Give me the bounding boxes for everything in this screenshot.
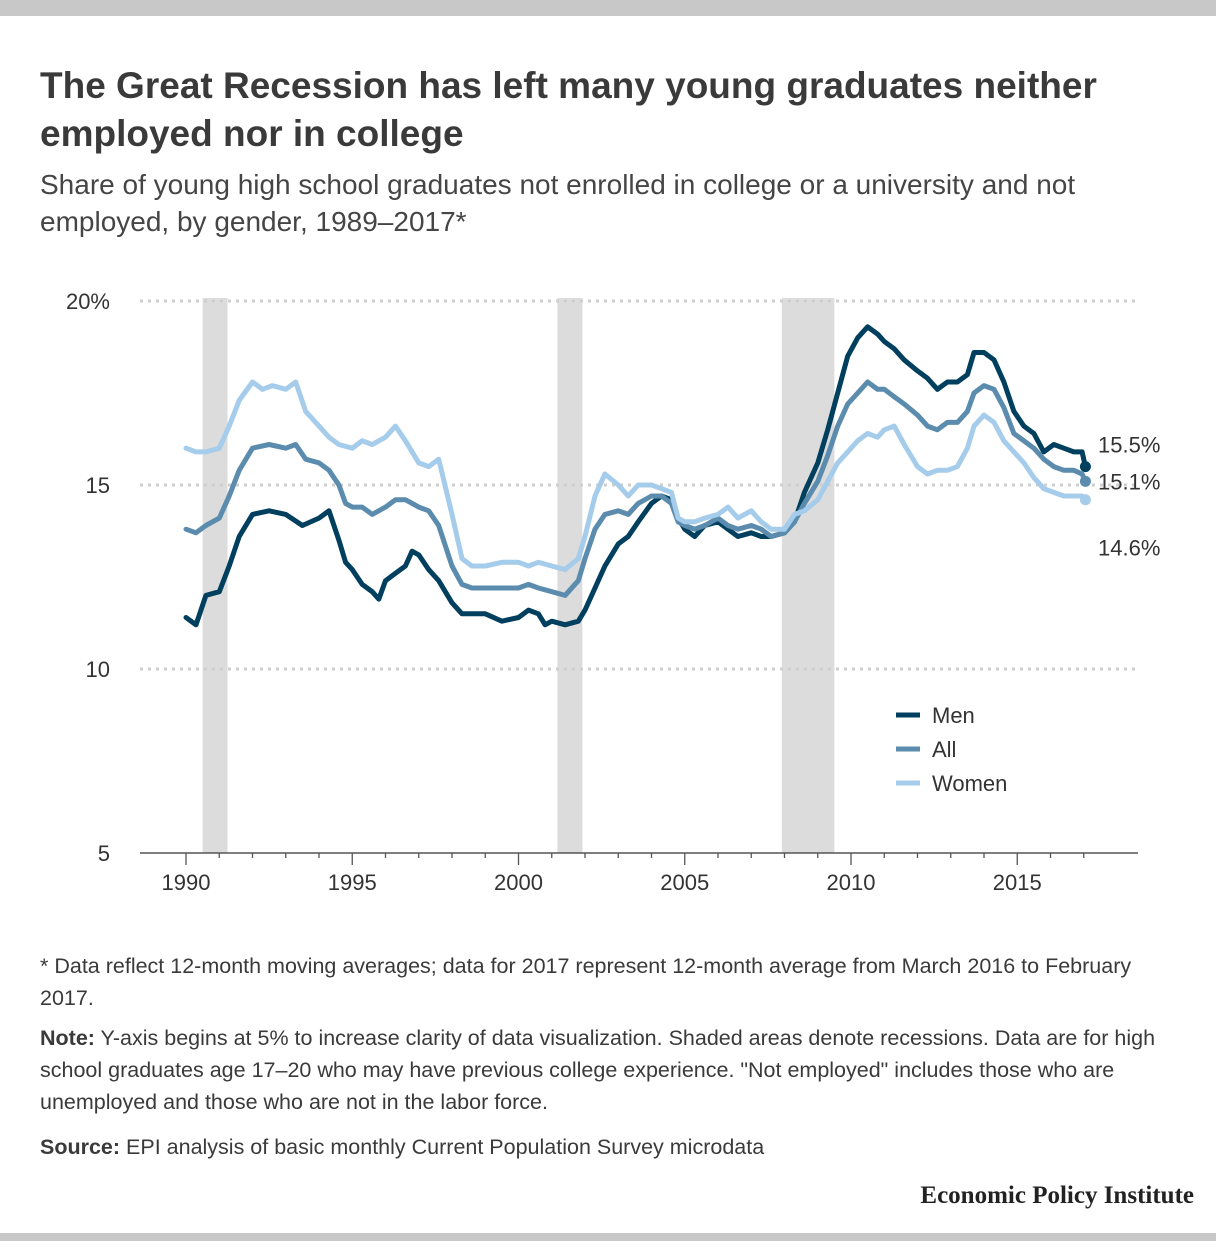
end-labels: 15.5% 15.1% 14.6% xyxy=(1098,433,1160,561)
series-end-dot-all xyxy=(1079,475,1091,487)
source-label: Source: xyxy=(40,1135,121,1159)
footnote-note: Note: Y-axis begins at 5% to increase cl… xyxy=(40,1022,1190,1118)
footnote-source: Source: EPI analysis of basic monthly Cu… xyxy=(40,1131,1190,1163)
recession-band xyxy=(781,298,835,853)
axes: 5 10 15 20% 1990 1995 2000 2005 2010 2015 xyxy=(66,289,1138,895)
footnote-asterisk: * Data reflect 12-month moving averages;… xyxy=(40,954,1132,1010)
series-line-all xyxy=(183,379,1088,598)
series-line-women xyxy=(183,379,1088,573)
y-tick-label: 15 xyxy=(86,473,110,498)
x-tick-label: 2005 xyxy=(660,870,709,895)
x-tick-label: 2000 xyxy=(494,870,543,895)
series-line-men xyxy=(183,324,1088,628)
y-tick-label: 5 xyxy=(98,841,110,866)
source-text: EPI analysis of basic monthly Current Po… xyxy=(120,1135,765,1159)
series-end-dot-men xyxy=(1079,461,1091,473)
legend-label-all: All xyxy=(932,737,956,762)
note-label: Note: xyxy=(40,1026,95,1050)
series-end-dot-women xyxy=(1079,494,1091,506)
y-tick-label: 10 xyxy=(86,657,110,682)
top-border xyxy=(0,0,1216,16)
x-tick-label: 2015 xyxy=(993,870,1042,895)
series-lines xyxy=(183,324,1091,628)
end-label-women: 14.6% xyxy=(1098,536,1160,561)
y-tick-label: 20% xyxy=(66,289,110,314)
end-label-all: 15.1% xyxy=(1098,469,1160,494)
bottom-border xyxy=(0,1233,1216,1241)
chart-title: The Great Recession has left many young … xyxy=(40,65,1097,154)
chart-subtitle: Share of young high school graduates not… xyxy=(40,169,1076,237)
x-tick-label: 1990 xyxy=(162,870,211,895)
x-tick-label: 1995 xyxy=(328,870,377,895)
note-text: Y-axis begins at 5% to increase clarity … xyxy=(40,1026,1156,1114)
x-tick-label: 2010 xyxy=(827,870,876,895)
brand-logo-text: Economic Policy Institute xyxy=(920,1182,1194,1209)
legend-label-men: Men xyxy=(932,703,975,728)
legend: Men All Women xyxy=(896,703,1007,796)
end-label-men: 15.5% xyxy=(1098,433,1160,458)
legend-label-women: Women xyxy=(932,771,1007,796)
